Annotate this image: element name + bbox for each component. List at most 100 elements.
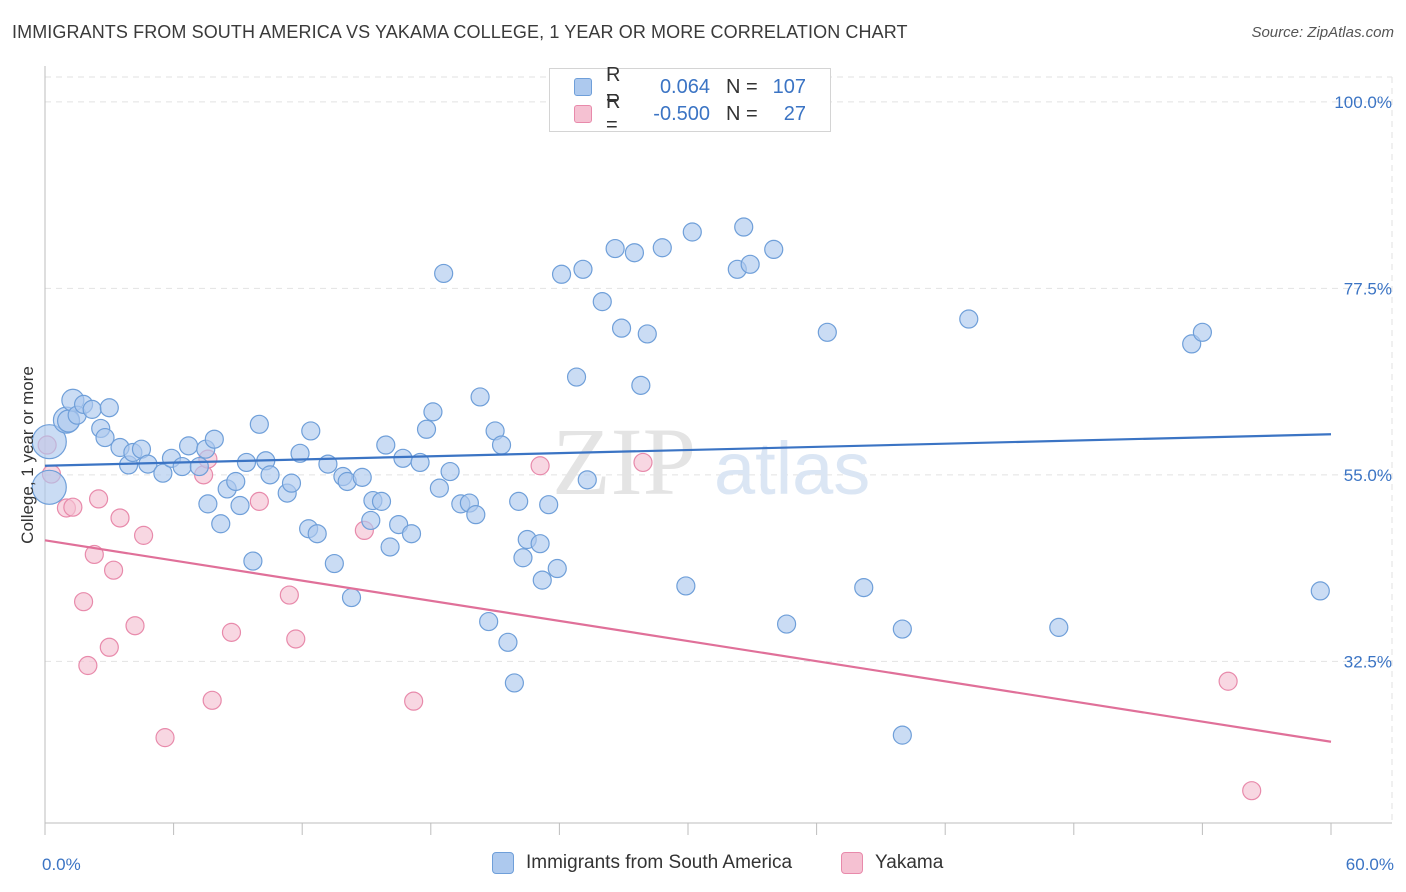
yakama-trend-line <box>44 539 1332 743</box>
south-america-point <box>307 524 327 544</box>
south-america-point <box>605 238 625 259</box>
legend-r-label: R = <box>606 64 621 109</box>
south-america-point <box>530 534 550 554</box>
south-america-point <box>440 461 460 482</box>
yakama-point <box>63 497 83 517</box>
south-america-point <box>547 558 567 579</box>
yakama-point <box>404 691 424 711</box>
south-america-point <box>491 435 512 455</box>
legend-swatch-blue <box>574 78 592 96</box>
source-label: Source: ZipAtlas.com <box>1251 24 1394 41</box>
south-america-point <box>592 292 612 312</box>
south-america-point <box>504 673 524 693</box>
y-axis-title: College, 1 year or more <box>18 366 37 544</box>
yakama-point <box>633 452 653 473</box>
south-america-point <box>817 322 837 342</box>
south-america-point <box>179 436 199 456</box>
south-america-point <box>470 387 490 407</box>
series-legend-south-america: Immigrants from South America <box>492 852 792 874</box>
correlation-legend: R = 0.064 N = 107 R = -0.500 N = 27 <box>549 64 831 136</box>
x-tick-label-min: 0.0% <box>42 855 81 874</box>
series-swatch-pink <box>841 852 863 874</box>
trend-lines <box>44 433 1332 743</box>
south-america-point <box>410 452 430 473</box>
yakama-point <box>286 629 306 649</box>
south-america-point <box>301 421 321 441</box>
series-legend-yakama: Yakama <box>841 852 943 874</box>
south-america-point <box>566 367 587 387</box>
yakama-point <box>1218 671 1238 691</box>
south-america-point <box>172 456 192 477</box>
south-america-point <box>249 414 269 434</box>
south-america-point <box>577 470 597 490</box>
south-america-point <box>401 524 422 544</box>
legend-r-value: -0.500 <box>653 102 710 125</box>
south-america-point <box>509 491 529 511</box>
watermark-atlas: atlas <box>714 427 870 510</box>
south-america-point <box>153 463 173 483</box>
south-america-point <box>211 514 231 534</box>
south-america-point <box>260 465 280 485</box>
south-america-point <box>434 263 454 284</box>
south-america-point <box>1310 581 1330 601</box>
y-tick-label: 32.5% <box>1344 652 1392 671</box>
south-america-point <box>204 429 224 449</box>
south-america-point <box>1192 322 1213 342</box>
south-america-point <box>631 375 651 395</box>
south-america-point <box>551 264 572 284</box>
south-america-point <box>466 505 486 525</box>
south-america-point <box>236 452 257 473</box>
south-america-point <box>776 614 797 634</box>
south-america-point <box>230 495 250 516</box>
south-america-point <box>290 443 310 463</box>
yakama-point <box>110 508 130 528</box>
south-america-point <box>416 419 437 439</box>
south-america-point <box>226 471 246 492</box>
series-legend-label: Yakama <box>875 852 944 873</box>
south-america-point <box>498 632 518 652</box>
south-america-point <box>324 553 344 574</box>
south-america-point <box>82 399 102 419</box>
series-legend-label: Immigrants from South America <box>526 852 793 873</box>
south-america-point <box>243 551 263 571</box>
south-america-point <box>479 611 499 632</box>
south-america-point <box>734 217 754 237</box>
south-america-point <box>740 254 760 274</box>
south-america-point <box>361 510 381 531</box>
south-america-point <box>99 398 119 418</box>
yakama-point <box>133 525 154 545</box>
legend-n-value: 107 <box>772 75 806 98</box>
yakama-point <box>221 622 242 642</box>
yakama-point <box>530 456 550 476</box>
legend-row-south-america: R = 0.064 N = 107 <box>574 64 806 109</box>
legend-n-value: 27 <box>783 102 806 125</box>
south-america-point <box>513 548 533 568</box>
legend-n-label: N = <box>726 102 758 125</box>
chart-title: IMMIGRANTS FROM SOUTH AMERICA VS YAKAMA … <box>12 22 908 42</box>
south-america-point <box>682 222 702 242</box>
legend-r-label: R = <box>606 91 621 136</box>
south-america-point <box>31 469 67 505</box>
south-america-point <box>429 478 449 498</box>
yakama-point <box>73 592 94 612</box>
legend-r-value: 0.064 <box>659 75 710 98</box>
watermark-zip: ZIP <box>552 408 696 515</box>
south-america-point <box>281 473 302 493</box>
legend-n-label: N = <box>726 75 758 98</box>
south-america-trend-line <box>44 433 1332 467</box>
south-america-point <box>624 243 645 263</box>
yakama-point <box>1242 781 1262 801</box>
south-america-point <box>764 239 784 260</box>
south-america-point <box>854 577 874 598</box>
watermark: ZIP atlas <box>552 408 870 515</box>
yakama-point <box>88 489 109 509</box>
south-america-point <box>676 576 696 596</box>
south-america-point <box>31 424 67 460</box>
south-america-point <box>198 494 218 514</box>
south-america-point <box>532 570 552 590</box>
yakama-point <box>103 560 124 580</box>
south-america-point <box>1049 617 1069 637</box>
yakama-point <box>84 544 104 565</box>
south-america-point <box>371 491 392 511</box>
